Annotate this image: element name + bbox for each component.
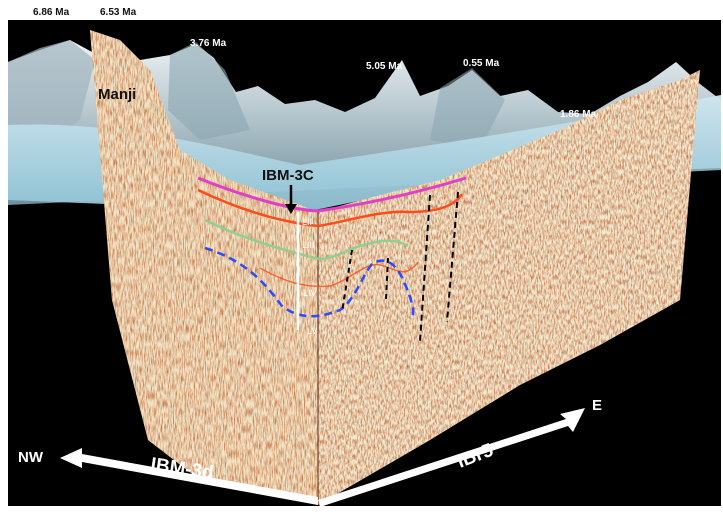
age-label: 6.53 Ma (100, 7, 137, 18)
basement-boundary-blue (204, 246, 415, 319)
age-label: 6.86 Ma (33, 7, 70, 18)
direction-label-nw: NW (18, 449, 44, 466)
horizon-red (197, 188, 464, 228)
unit-label: LIV (303, 288, 317, 298)
unit-label: LIII (302, 240, 315, 250)
unit-label: LV (307, 326, 317, 336)
age-label: 0.55 Ma (463, 58, 500, 69)
direction-label-e: E (592, 397, 602, 414)
fault-line (385, 257, 389, 301)
age-label: 3.76 Ma (190, 38, 227, 49)
direction-arrow-e (318, 408, 585, 507)
borehole-arrow-head (285, 204, 297, 214)
fault-line (341, 249, 353, 313)
seismic-panel-right-texture (318, 70, 700, 505)
seismic-panel-left-texture (90, 30, 318, 505)
mountain-ridge-right (430, 68, 505, 150)
fault-line (446, 191, 459, 323)
drill-site-label: IBM-3C (262, 167, 314, 184)
age-label: 1.86 Ma (560, 109, 597, 120)
horizon-magenta (197, 176, 467, 213)
mountain-ridge-left (8, 40, 95, 150)
age-label: 5.05 Ma (366, 61, 403, 72)
fault-line (419, 194, 431, 343)
direction-arrow-nw (60, 448, 318, 505)
mountain-ridge-center (168, 42, 250, 140)
unit-label: LII (302, 217, 312, 227)
horizon-green (204, 218, 409, 261)
seamount-label: Manji (98, 86, 136, 103)
